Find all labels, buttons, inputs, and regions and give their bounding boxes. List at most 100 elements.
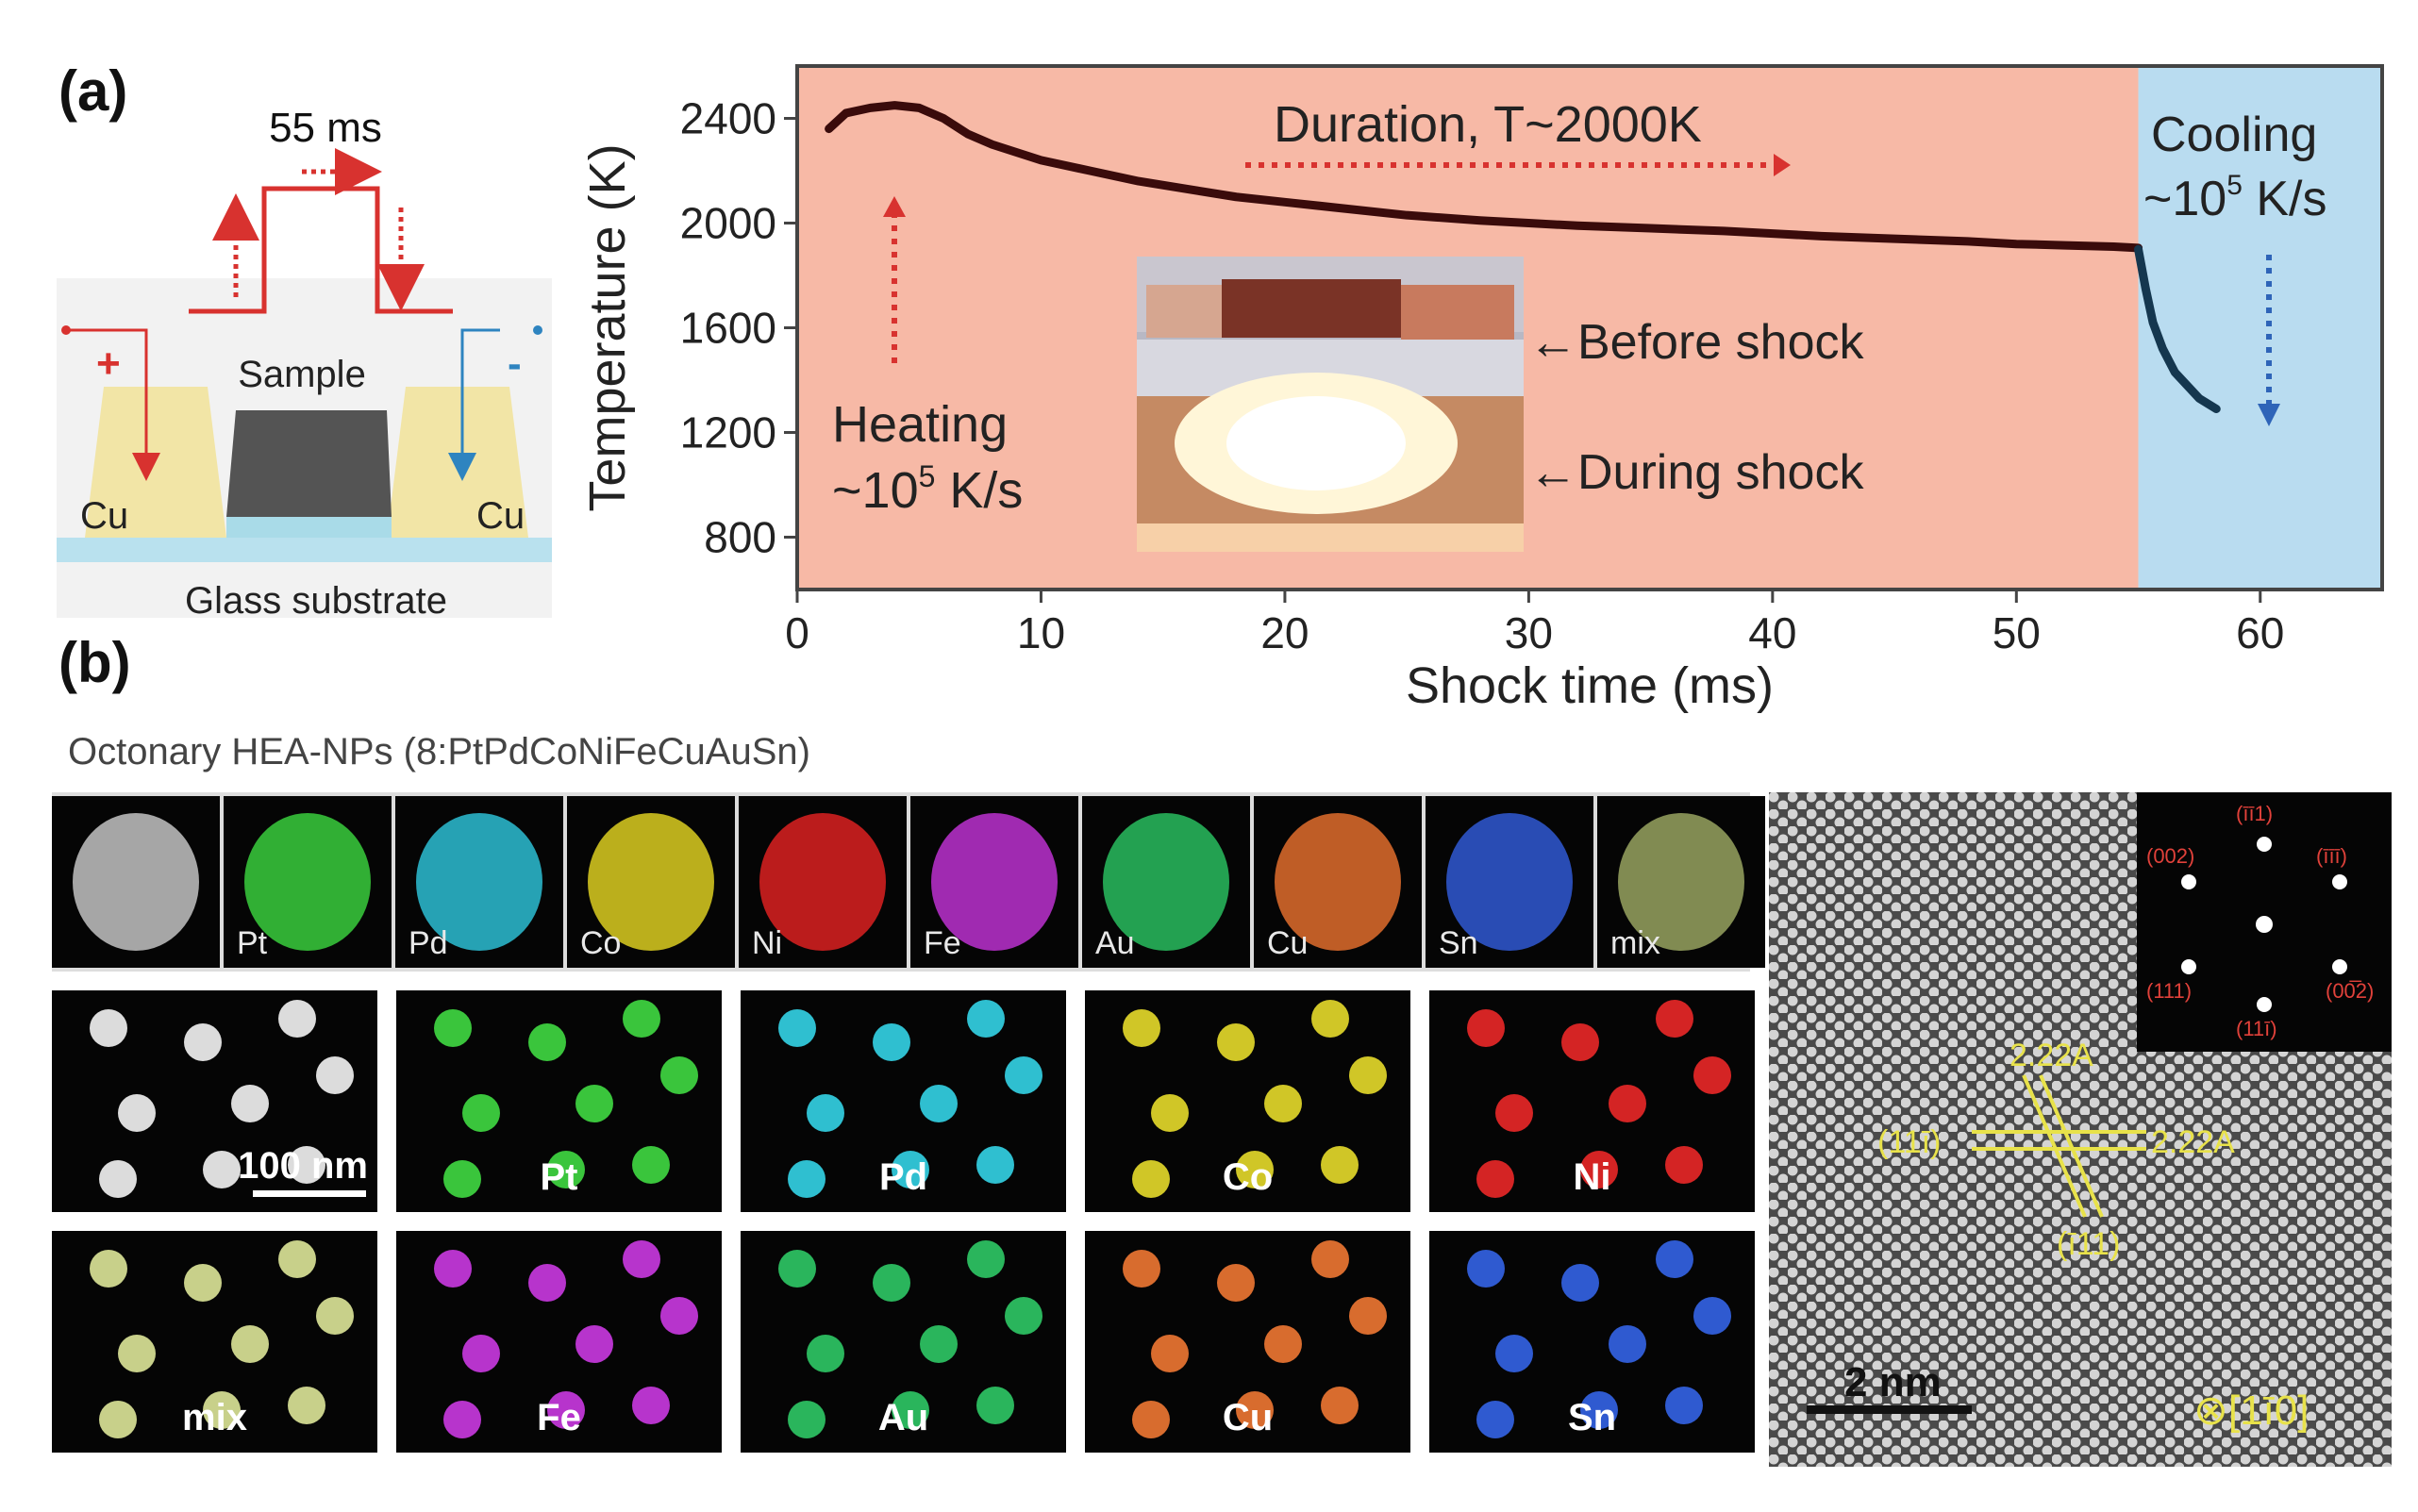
nanoparticle [1561,1264,1599,1302]
grid-map-label: mix [182,1397,247,1438]
top-map-label: Cu [1267,925,1309,961]
grid-map-7: Au [741,1231,1066,1453]
nanoparticle [288,1387,325,1424]
panel-a-letter: (a) [58,59,128,123]
nanoparticle [316,1056,354,1094]
nanoparticle [278,1000,316,1038]
nanoparticle [1656,1000,1693,1038]
plane-label-2: (ī11) [2057,1226,2120,1262]
nanoparticle [788,1160,825,1198]
nanoparticle [1123,1009,1160,1047]
x-tick-label-1: 10 [1017,608,1065,657]
sample-block [226,410,392,517]
nanoparticle [967,1000,1005,1038]
nanoparticle [976,1146,1014,1184]
grid-map-label: Co [1222,1156,1274,1198]
nanoparticle [1103,813,1229,951]
temperature-series-0 [825,101,2143,253]
nanoparticle [976,1387,1014,1424]
nanoparticle [443,1401,481,1438]
grid-map-label: Ni [1573,1156,1611,1198]
nanoparticle [1151,1335,1189,1372]
nanoparticle [778,1009,816,1047]
pulse-waveform [189,186,453,314]
nanoparticle [1618,813,1744,951]
nanoparticle [788,1401,825,1438]
nanoparticle [1349,1056,1387,1094]
current-out-arrow [448,328,500,481]
glass-layer [57,538,552,562]
nanoparticle [931,813,1058,951]
nanoparticle [632,1146,670,1184]
nanoparticle [1264,1085,1302,1122]
nanoparticle [575,1325,613,1363]
nanoparticle [73,813,199,951]
nanoparticle [1264,1325,1302,1363]
elemental-map-grid: 100 nm Pt Pd Co Ni mix Fe Au Cu Sn [52,990,1755,1462]
panel-b-letter: (b) [58,631,131,694]
nanoparticle [203,1151,241,1188]
nanoparticle [203,1391,241,1429]
fft-label-0: (002) [2146,844,2194,868]
grid-map-label: Pt [540,1156,578,1198]
substrate-label: Glass substrate [185,580,447,622]
grid-map-label: Pd [878,1156,928,1198]
nanoparticle [528,1023,566,1061]
hrtem-image: (002) (īī1) (īīī) (111) (11ī) (00̅2) 2.2… [1769,792,2392,1467]
nanoparticle [1656,1240,1693,1278]
y-tick-label-4: 2400 [680,94,776,143]
nanoparticle [1349,1297,1387,1335]
nanoparticle [1311,1240,1349,1278]
nanoparticle [278,1240,316,1278]
nanoparticle [1005,1056,1042,1094]
nanoparticle [1693,1056,1731,1094]
top-row-maps: Pt Pd Co Ni Fe Au Cu Sn mix [52,792,1765,972]
nanoparticle [1132,1160,1170,1198]
top-map-label: mix [1610,925,1660,961]
nanoparticle [807,1335,844,1372]
grid-map-5: mix [52,1231,377,1453]
top-map-label: Sn [1439,925,1478,961]
nanoparticle [1476,1401,1514,1438]
nanoparticle [99,1401,137,1438]
nanoparticle [1446,813,1573,951]
nanoparticle [1275,813,1401,951]
grid-map-label: Au [877,1397,929,1438]
scale-bar-label: 2 nm [1844,1359,1942,1405]
hea-title: Octonary HEA-NPs (8:PtPdCoNiFeCuAuSn) [68,731,810,773]
cooling-line2: ~105 K/s [2143,170,2326,226]
top-map-9: mix [1597,796,1765,968]
top-map-0 [52,796,220,968]
grid-map-4: Ni [1429,990,1755,1212]
nanoparticle [528,1264,566,1302]
x-tick-label-0: 0 [785,608,809,657]
nanoparticle [660,1297,698,1335]
top-map-5: Fe [910,796,1078,968]
nanoparticle [1580,1391,1618,1429]
pulse-label: 55 ms [269,105,382,151]
top-map-label: Pd [409,925,448,961]
nanoparticle [231,1085,269,1122]
nanoparticle [99,1160,137,1198]
top-map-1: Pt [224,796,392,968]
nanoparticle [920,1085,958,1122]
nanoparticle [1467,1009,1505,1047]
nanoparticle [1217,1264,1255,1302]
sample-label: Sample [238,354,366,395]
nanoparticle [316,1297,354,1335]
nanoparticle [807,1094,844,1132]
nanoparticle [920,1325,958,1363]
spacing-1: 2.22A [2009,1038,2093,1073]
nanoparticle [778,1250,816,1288]
nanoparticle [462,1094,500,1132]
duration-annotation: Duration, T~2000K [1274,96,1702,153]
during-shock-label: ←During shock [1528,445,1864,500]
fft-label-2: (īīī) [2316,844,2347,868]
nanoparticle [623,1240,660,1278]
grid-map-9: Sn [1429,1231,1755,1453]
nanoparticle [434,1250,472,1288]
nanoparticle [1132,1401,1170,1438]
fft-inset: (002) (īī1) (īīī) (111) (11ī) (00̅2) [2137,792,2392,1052]
temperature-series-1 [2134,244,2221,414]
grid-map-label: Cu [1222,1397,1274,1438]
